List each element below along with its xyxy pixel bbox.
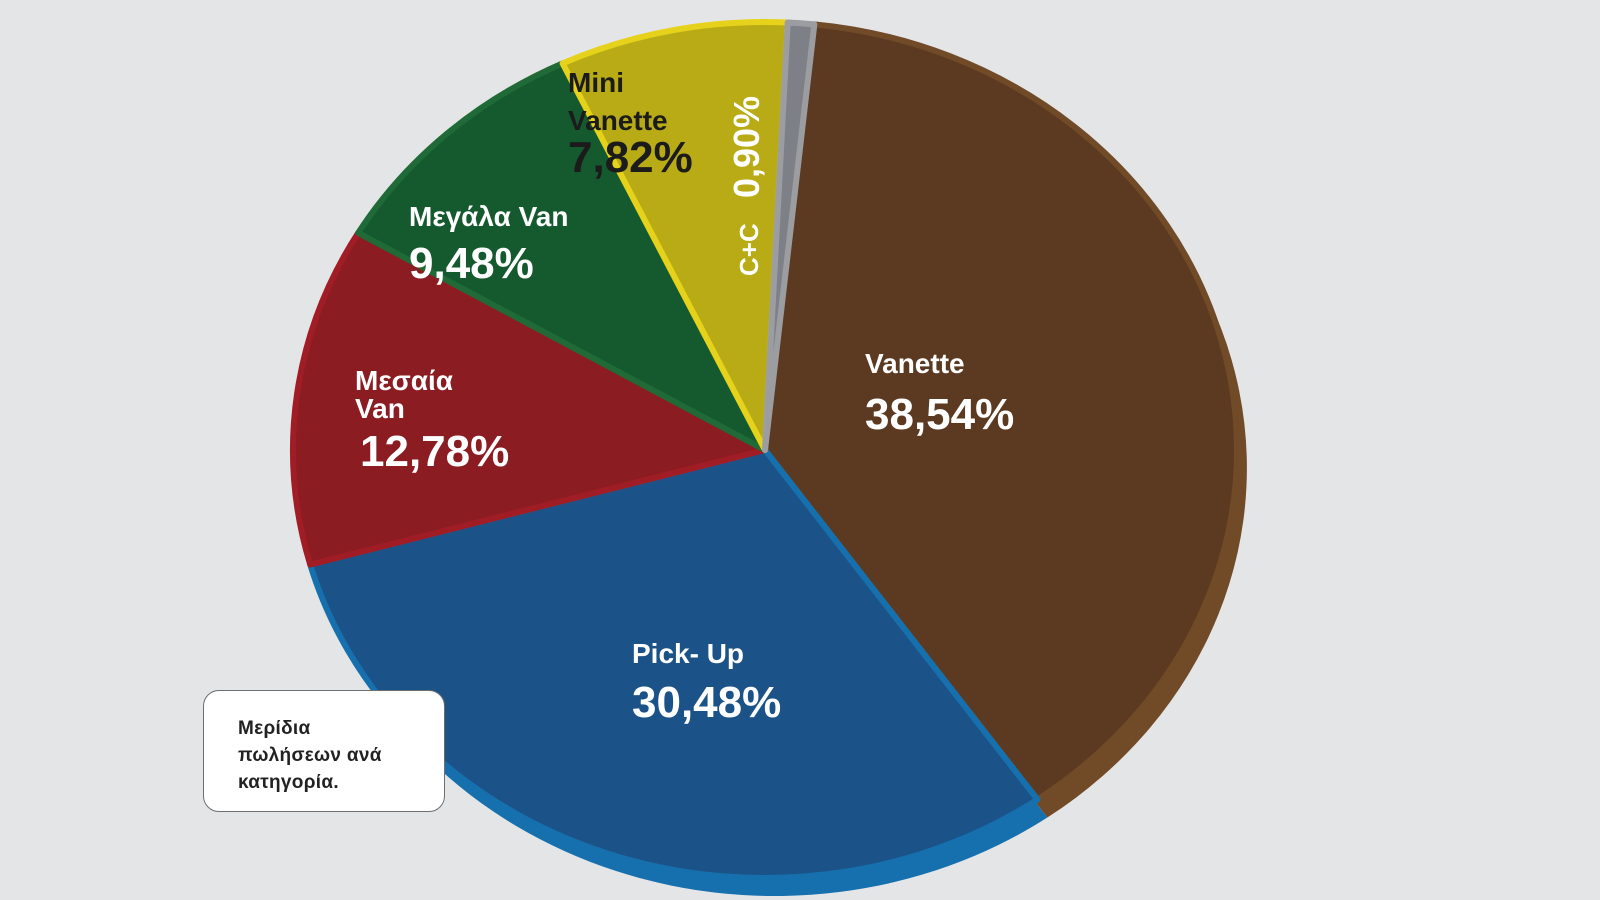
pie-slice-c-plus-c	[762, 19, 818, 453]
slice-name-label-mini-vanette: Vanette	[568, 105, 668, 136]
slice-name-label-μεσαία-van: Μεσαία	[355, 365, 453, 396]
pie-slice-μεγάλα-van	[355, 60, 768, 453]
chart-note-line: πωλήσεων ανά	[238, 745, 382, 766]
slice-name-label-vanette: Vanette	[865, 348, 965, 379]
slice-name-label-mini-vanette: Mini	[568, 67, 624, 98]
pie-slice-vanette	[762, 21, 1240, 803]
slice-value-label-pick-up: 30,48%	[632, 678, 781, 727]
slice-name-label-μεγάλα-van: Μεγάλα Van	[409, 201, 568, 232]
slice-value-label-mini-vanette: 7,82%	[568, 133, 693, 182]
chart-note-line: κατηγορία.	[238, 772, 339, 793]
slice-name-label-μεσαία-van: Van	[355, 393, 405, 424]
pie-slice-mini-vanette	[559, 19, 791, 453]
slice-name-label-c-plus-c: C+C	[734, 223, 764, 276]
chart-note-line: Μερίδια	[238, 718, 311, 739]
chart-note-box: Μερίδια πωλήσεων ανά κατηγορία.	[203, 690, 445, 812]
slice-name-label-pick-up: Pick- Up	[632, 638, 744, 669]
slice-value-label-c-plus-c: 0,90%	[726, 96, 767, 198]
slice-value-label-μεσαία-van: 12,78%	[360, 427, 509, 476]
pie-slice-pick-up	[307, 447, 1041, 881]
slice-value-label-μεγάλα-van: 9,48%	[409, 239, 534, 288]
pie-slice-μεσαία-van	[290, 229, 768, 568]
slice-value-label-vanette: 38,54%	[865, 390, 1014, 439]
